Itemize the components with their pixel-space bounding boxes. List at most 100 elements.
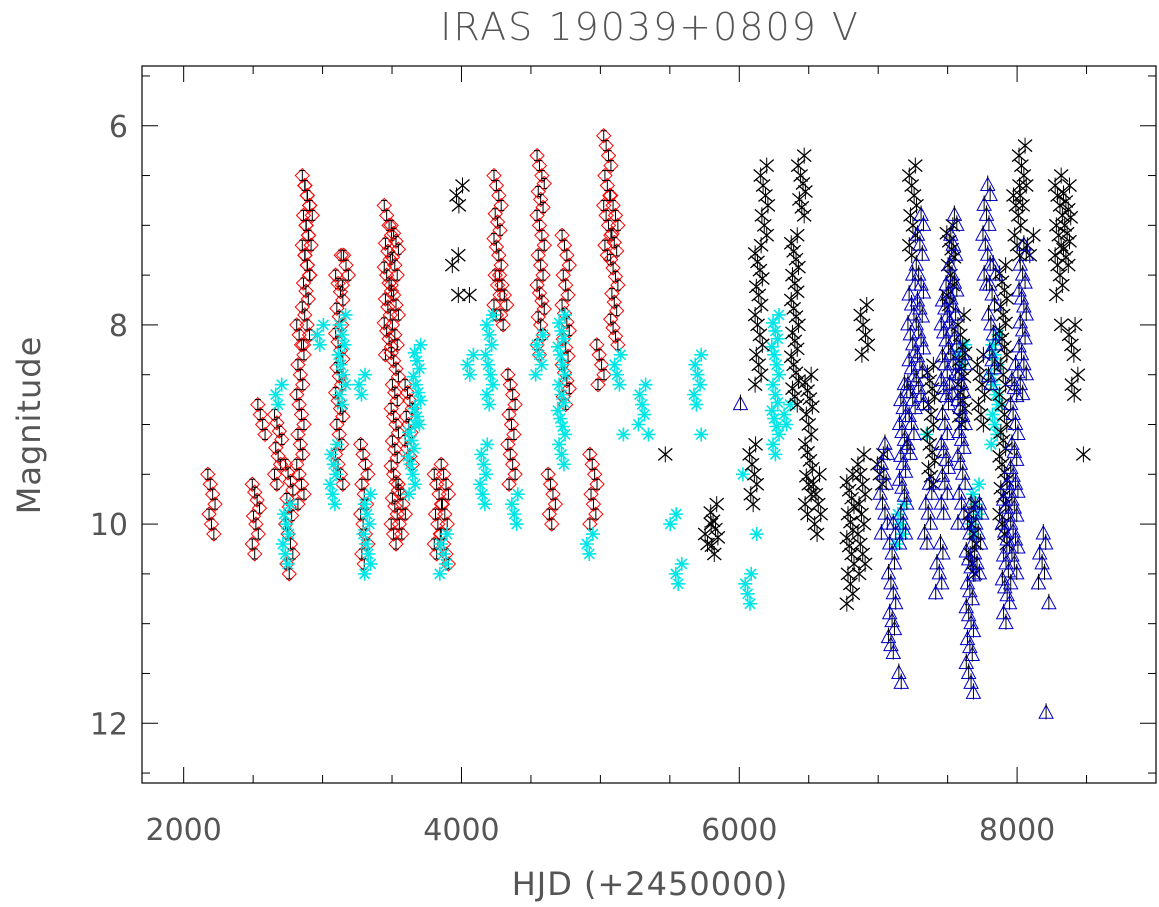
data-point-diamond — [434, 496, 451, 512]
data-point-diamond — [376, 259, 392, 275]
data-point-diamond — [334, 277, 351, 293]
data-point-diamond — [387, 327, 403, 343]
data-point-diamond — [507, 466, 523, 482]
data-point-diamond — [495, 317, 511, 333]
data-point-diamond — [383, 277, 399, 293]
data-point-diamond — [250, 396, 266, 413]
data-point-asterisk — [767, 347, 782, 362]
data-point-diamond — [333, 247, 349, 263]
data-point-diamond — [589, 337, 605, 353]
data-point-diamond — [302, 197, 318, 214]
data-point-diamond — [290, 426, 306, 443]
data-point-asterisk — [671, 576, 686, 591]
data-point-asterisk — [693, 377, 708, 392]
data-point-asterisk — [474, 447, 489, 462]
data-point-diamond — [496, 287, 513, 303]
data-point-diamond — [294, 299, 311, 315]
data-point-asterisk — [552, 315, 567, 330]
data-point-diamond — [397, 506, 414, 522]
data-point-asterisk — [991, 327, 1006, 342]
data-point-diamond — [254, 416, 271, 433]
data-point-asterisk — [554, 447, 569, 462]
data-point-asterisk — [363, 556, 378, 571]
data-point-diamond — [603, 157, 619, 174]
series-diamond — [200, 128, 626, 582]
data-point-asterisk — [413, 393, 428, 408]
data-point-diamond — [296, 486, 312, 502]
data-point-diamond — [304, 207, 320, 224]
data-point-asterisk — [688, 357, 703, 372]
data-point-diamond — [202, 476, 218, 492]
data-point-asterisk — [669, 507, 684, 522]
data-point-diamond — [488, 177, 505, 194]
data-point-diamond — [545, 486, 561, 502]
data-point-asterisk — [610, 367, 625, 382]
data-point-diamond — [590, 376, 606, 393]
data-point-diamond — [531, 157, 548, 174]
chart-title: IRAS 19039+0809 V — [440, 5, 860, 49]
data-point-diamond — [504, 386, 521, 403]
data-point-diamond — [295, 376, 311, 393]
data-point-diamond — [249, 492, 265, 508]
data-point-diamond — [377, 291, 394, 307]
data-point-diamond — [532, 191, 549, 208]
data-point-diamond — [296, 416, 312, 433]
data-point-diamond — [270, 448, 286, 464]
data-point-asterisk — [764, 403, 779, 418]
data-point-asterisk — [316, 317, 331, 332]
data-point-asterisk — [408, 377, 423, 392]
data-point-asterisk — [406, 441, 421, 456]
data-point-asterisk — [689, 397, 704, 412]
data-point-diamond — [598, 137, 614, 154]
data-point-asterisk — [613, 347, 628, 362]
data-point-asterisk — [410, 353, 425, 368]
data-point-diamond — [531, 285, 548, 301]
data-point-asterisk — [972, 477, 987, 492]
data-point-diamond — [491, 247, 507, 263]
data-point-asterisk — [984, 437, 999, 452]
data-point-diamond — [380, 243, 396, 259]
data-point-diamond — [380, 299, 396, 315]
data-point-diamond — [289, 456, 305, 473]
y-tick-label: 10 — [90, 508, 128, 543]
data-point-asterisk — [330, 437, 345, 452]
x-axis: 2000 4000 6000 8000 — [145, 66, 1088, 848]
data-point-diamond — [506, 426, 522, 443]
data-point-diamond — [381, 331, 397, 347]
data-point-diamond — [297, 247, 313, 263]
data-point-diamond — [292, 367, 309, 383]
x-axis-label: HJD (+2450000) — [512, 865, 789, 903]
data-point-diamond — [399, 384, 416, 401]
data-point-asterisk — [325, 487, 340, 502]
data-point-diamond — [329, 300, 345, 317]
data-point-diamond — [557, 277, 574, 293]
data-point-diamond — [605, 260, 621, 276]
data-point-diamond — [391, 516, 408, 532]
data-point-diamond — [489, 214, 506, 230]
data-point-diamond — [440, 486, 457, 502]
data-point-diamond — [332, 400, 349, 417]
data-point-diamond — [560, 287, 576, 303]
data-point-asterisk — [479, 317, 494, 332]
data-point-diamond — [596, 367, 612, 383]
data-point-diamond — [266, 466, 283, 482]
data-point-asterisk — [438, 556, 453, 571]
data-point-diamond — [289, 386, 305, 403]
data-point-asterisk — [479, 387, 494, 402]
data-point-asterisk — [485, 307, 500, 322]
data-point-diamond — [600, 147, 617, 164]
data-point-diamond — [271, 423, 288, 439]
data-point-asterisk — [555, 419, 570, 434]
data-point-diamond — [280, 526, 296, 542]
data-point-diamond — [352, 436, 369, 453]
data-point-asterisk — [552, 377, 567, 392]
data-point-diamond — [277, 456, 294, 473]
data-point-asterisk — [504, 497, 519, 512]
data-point-diamond — [585, 496, 602, 512]
data-point-diamond — [584, 456, 600, 473]
data-point-asterisk — [767, 411, 782, 426]
data-point-asterisk — [358, 367, 373, 382]
data-point-asterisk — [352, 377, 367, 392]
data-point-diamond — [604, 226, 620, 242]
data-point-asterisk — [482, 397, 497, 412]
